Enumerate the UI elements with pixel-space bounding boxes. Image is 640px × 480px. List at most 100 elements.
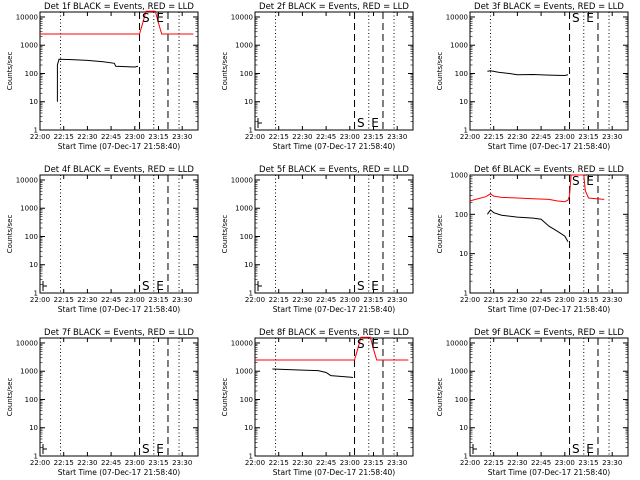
plot-frame	[254, 174, 414, 294]
x-tick-label: 23:00	[125, 296, 145, 304]
x-tick-label: 22:00	[245, 296, 265, 304]
y-tick-label: 1000	[235, 42, 253, 50]
marker-s: S	[572, 174, 580, 188]
x-tick-label: 22:45	[531, 133, 551, 141]
panel-title: Det 7f BLACK = Events, RED = LLD	[44, 328, 194, 338]
y-tick-label: 10	[244, 98, 253, 106]
x-tick-label: 23:30	[387, 459, 407, 467]
x-tick-label: 23:15	[578, 459, 598, 467]
panel-6: Det 6f BLACK = Events, RED = LLD 22:00 22:…	[436, 165, 629, 314]
y-tick-label: 10000	[446, 13, 468, 21]
panel-2: Det 2f BLACK = Events, RED = LLD 22:00 22:…	[221, 2, 414, 151]
panel-title: Det 5f BLACK = Events, RED = LLD	[259, 165, 409, 175]
x-tick-label: 22:30	[292, 133, 312, 141]
x-tick-label: 22:45	[316, 459, 336, 467]
panel-title: Det 2f BLACK = Events, RED = LLD	[259, 2, 409, 12]
x-tick-label: 23:15	[148, 296, 168, 304]
x-tick-label: 23:00	[125, 133, 145, 141]
y-tick-label: 10000	[16, 176, 38, 184]
y-tick-label: 1	[34, 290, 38, 298]
x-tick-label: 22:15	[484, 459, 504, 467]
x-tick-label: 23:00	[125, 459, 145, 467]
y-axis-label: Counts/sec	[436, 215, 444, 254]
lld-series	[469, 174, 605, 203]
x-tick-label: 22:30	[507, 133, 527, 141]
x-tick-label: 22:45	[101, 133, 121, 141]
x-tick-label: 23:30	[602, 133, 622, 141]
y-tick-label: 100	[25, 396, 38, 404]
y-tick-label: 100	[455, 70, 468, 78]
panel-title: Det 3f BLACK = Events, RED = LLD	[474, 2, 624, 12]
x-tick-label: 22:30	[292, 459, 312, 467]
x-axis-label: Start Time (07-Dec-17 21:58:40)	[273, 142, 395, 151]
x-tick-label: 22:45	[101, 296, 121, 304]
y-tick-label: 1	[464, 453, 468, 461]
y-tick-label: 100	[25, 70, 38, 78]
x-tick-label: 22:15	[484, 133, 504, 141]
x-tick-label: 23:15	[578, 296, 598, 304]
x-axis-label: Start Time (07-Dec-17 21:58:40)	[273, 305, 395, 314]
y-tick-label: 1000	[235, 368, 253, 376]
x-tick-label: 23:15	[578, 133, 598, 141]
panel-5: Det 5f BLACK = Events, RED = LLD 22:00 22:…	[221, 165, 414, 314]
plot-frame	[39, 337, 199, 457]
y-tick-label: 1000	[450, 368, 468, 376]
x-tick-label: 22:45	[101, 459, 121, 467]
x-tick-label: 22:45	[316, 133, 336, 141]
x-axis-label: Start Time (07-Dec-17 21:58:40)	[488, 305, 610, 314]
y-tick-label: 1	[249, 290, 253, 298]
x-axis-label: Start Time (07-Dec-17 21:58:40)	[58, 305, 180, 314]
marker-s: S	[572, 11, 580, 25]
plot-frame	[39, 174, 199, 294]
x-tick-label: 22:15	[54, 133, 74, 141]
x-tick-label: 22:30	[507, 296, 527, 304]
x-tick-label: 22:00	[460, 296, 480, 304]
y-tick-label: 1	[464, 290, 468, 298]
x-tick-label: 23:00	[555, 296, 575, 304]
y-tick-label: 1000	[450, 172, 468, 180]
y-tick-label: 1	[249, 127, 253, 135]
marker-e: E	[371, 279, 379, 293]
marker-s: S	[357, 337, 365, 351]
y-tick-label: 10000	[231, 176, 253, 184]
marker-s: S	[142, 279, 150, 293]
events-series	[487, 70, 569, 77]
x-tick-label: 22:00	[245, 459, 265, 467]
marker-e: E	[586, 442, 594, 456]
x-tick-label: 22:00	[245, 133, 265, 141]
y-tick-label: 10000	[446, 339, 468, 347]
x-tick-label: 22:45	[531, 296, 551, 304]
marker-e: E	[586, 174, 594, 188]
plot-frame	[469, 337, 629, 457]
plot-frame	[254, 11, 414, 131]
x-tick-label: 23:30	[602, 459, 622, 467]
marker-s: S	[357, 279, 365, 293]
panel-title: Det 1f BLACK = Events, RED = LLD	[44, 2, 194, 12]
x-tick-label: 23:15	[363, 133, 383, 141]
lld-series	[40, 10, 194, 35]
panel-7: Det 7f BLACK = Events, RED = LLD 22:00 22:…	[6, 328, 199, 477]
x-tick-label: 22:00	[30, 133, 50, 141]
x-tick-label: 23:15	[148, 133, 168, 141]
x-tick-label: 23:30	[387, 133, 407, 141]
y-tick-label: 10	[459, 98, 468, 106]
y-tick-label: 100	[240, 70, 253, 78]
y-tick-label: 1000	[20, 368, 38, 376]
plot-frame	[39, 11, 199, 131]
panel-title: Det 6f BLACK = Events, RED = LLD	[474, 165, 624, 175]
x-tick-label: 22:30	[77, 459, 97, 467]
y-tick-label: 10000	[231, 13, 253, 21]
x-tick-label: 23:00	[340, 133, 360, 141]
plot-frame	[254, 337, 414, 457]
marker-e: E	[156, 442, 164, 456]
y-tick-label: 10	[459, 250, 468, 258]
x-axis-label: Start Time (07-Dec-17 21:58:40)	[273, 468, 395, 477]
y-tick-label: 1	[34, 127, 38, 135]
y-axis-label: Counts/sec	[6, 378, 14, 417]
events-series	[56, 58, 139, 102]
y-axis-label: Counts/sec	[221, 215, 229, 254]
panel-3: Det 3f BLACK = Events, RED = LLD 22:00 22:…	[436, 2, 629, 151]
marker-e: E	[586, 11, 594, 25]
y-tick-label: 1000	[235, 205, 253, 213]
